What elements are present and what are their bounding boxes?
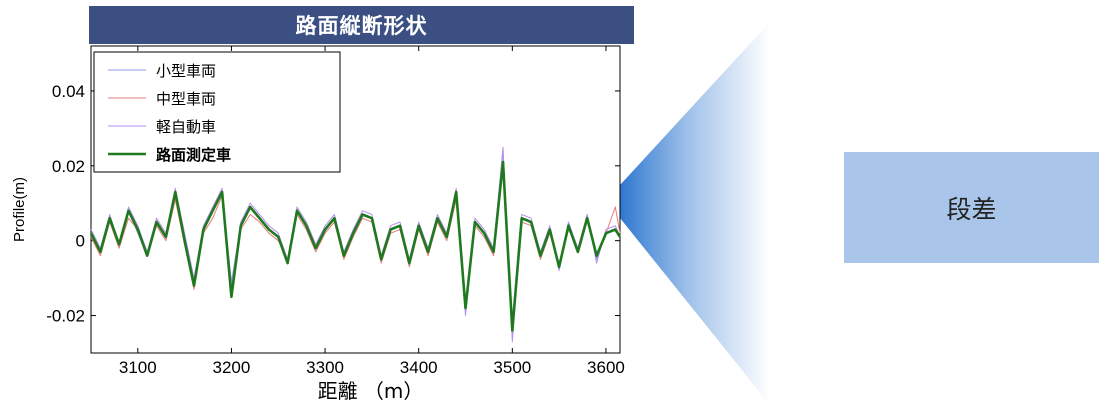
legend-box — [93, 51, 341, 173]
y-tick-label: -0.02 — [46, 307, 85, 326]
callout-cone — [620, 22, 770, 405]
chart-title: 路面縦断形状 — [89, 6, 634, 44]
x-tick-label: 3200 — [213, 358, 251, 377]
y-tick-label: 0.02 — [52, 157, 85, 176]
legend-label: 中型車両 — [156, 90, 216, 108]
series-line-4 — [89, 160, 622, 332]
series-line-3 — [90, 146, 621, 343]
x-tick-label: 3100 — [119, 358, 157, 377]
series-line-1 — [90, 150, 621, 335]
y-tick-label: 0 — [76, 232, 85, 251]
x-tick-label: 3500 — [493, 358, 531, 377]
step-callout-label: 段差 — [946, 194, 997, 224]
legend-label: 小型車両 — [156, 62, 216, 80]
plot-frame — [90, 45, 621, 354]
legend-label: 軽自動車 — [156, 118, 216, 136]
x-tick-label: 3300 — [306, 358, 344, 377]
step-callout: 段差 — [844, 152, 1099, 263]
y-axis-label: Profile(m) — [11, 177, 28, 242]
series-line-2 — [90, 165, 621, 324]
y-tick-label: 0.04 — [52, 82, 85, 101]
x-axis-label: 距離 （m） — [318, 379, 424, 403]
x-tick-label: 3400 — [400, 358, 438, 377]
x-tick-label: 3600 — [587, 358, 625, 377]
legend-label: 路面測定車 — [156, 146, 231, 164]
